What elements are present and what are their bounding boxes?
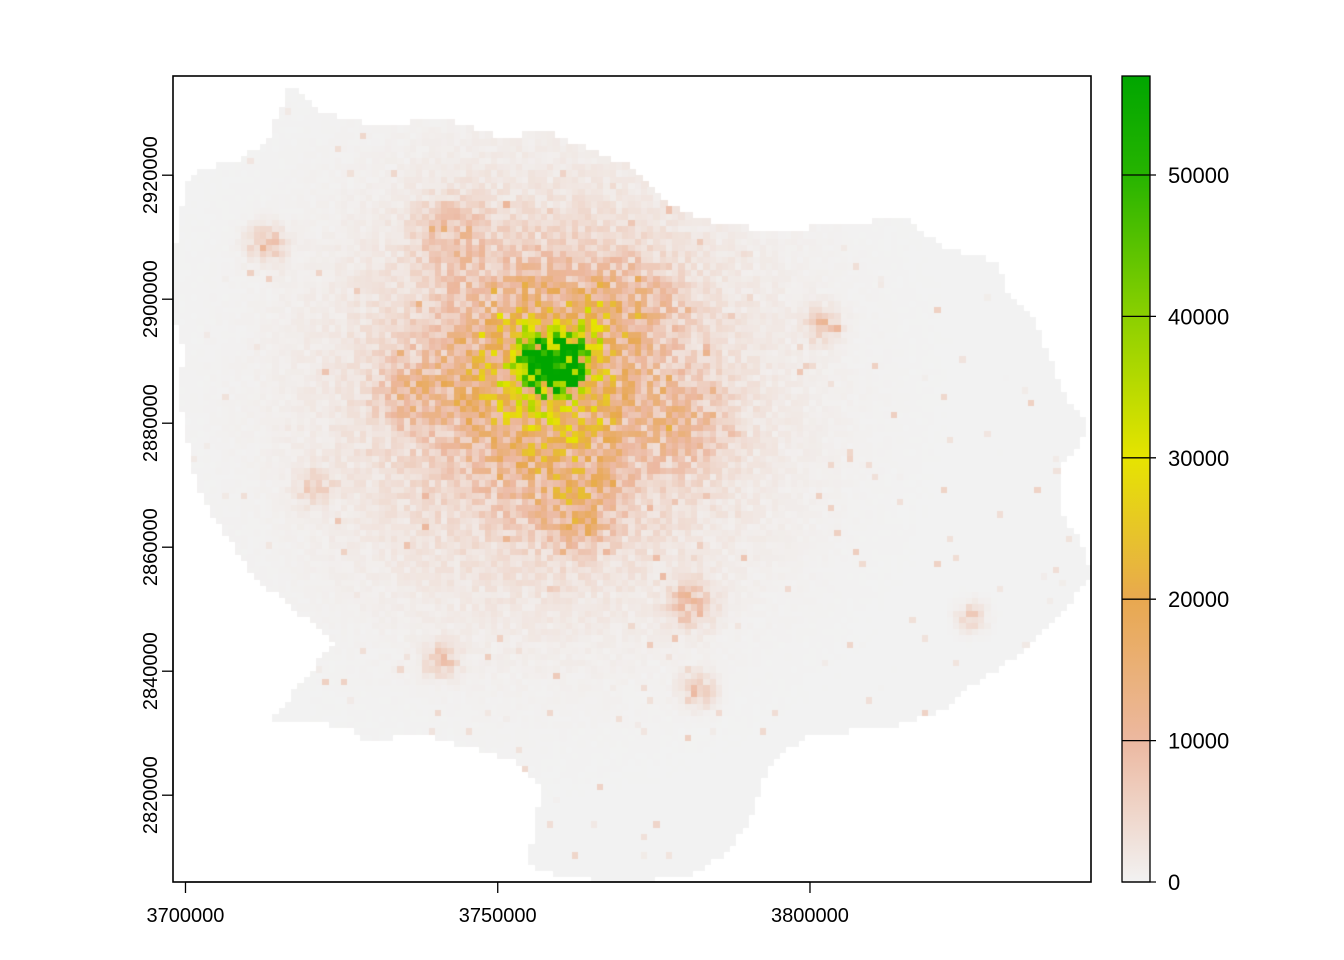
y-tick-label: 2920000 (140, 136, 162, 214)
legend-tick-label: 50000 (1168, 163, 1229, 188)
color-legend: 0 10000 20000 30000 40000 50000 (1121, 75, 1229, 895)
legend-tick-label: 10000 (1168, 729, 1229, 754)
legend-tick-label: 40000 (1168, 304, 1229, 329)
legend-tick-label: 20000 (1168, 587, 1229, 612)
x-axis: 3700000 3750000 3800000 (147, 881, 849, 927)
legend-color-bar (1121, 75, 1151, 883)
density-raster (173, 76, 1091, 882)
legend-tick-label: 0 (1168, 870, 1180, 895)
y-tick-label: 2820000 (140, 756, 162, 834)
y-tick-label: 2880000 (140, 384, 162, 462)
x-tick-label: 3700000 (147, 905, 225, 927)
x-tick-label: 3750000 (459, 905, 537, 927)
y-tick-label: 2900000 (140, 260, 162, 338)
y-tick-label: 2840000 (140, 632, 162, 710)
y-axis: 2820000 2840000 2860000 2880000 2900000 29200… (140, 136, 174, 834)
x-tick-label: 3800000 (771, 905, 849, 927)
raster-cells (173, 76, 1091, 882)
legend-tick-label: 30000 (1168, 446, 1229, 471)
y-tick-label: 2860000 (140, 508, 162, 586)
